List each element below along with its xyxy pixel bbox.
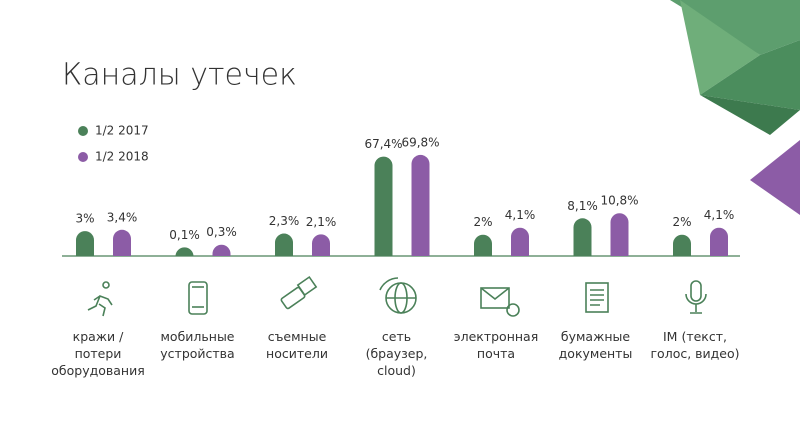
bar [474, 234, 492, 256]
legend-label: 1/2 2018 [95, 150, 149, 164]
category-label: мобильные устройства [160, 329, 235, 361]
value-label: 2,3% [269, 214, 300, 228]
value-label: 2% [473, 215, 492, 229]
value-label: 4,1% [704, 208, 735, 222]
bar [76, 231, 94, 256]
category-label: съемные носители [266, 329, 328, 361]
value-label: 3,4% [107, 210, 138, 224]
value-label: 69,8% [401, 135, 439, 149]
value-label: 8,1% [567, 199, 598, 213]
legend-label: 1/2 2017 [95, 124, 149, 138]
category-label: кражи / потери оборудования [51, 329, 145, 378]
value-label: 10,8% [600, 194, 638, 208]
category-label: бумажные документы [558, 329, 633, 361]
bar [673, 234, 691, 256]
icons [87, 275, 707, 317]
value-label: 4,1% [505, 208, 536, 222]
category-label: IM (текст, голос, видео) [650, 329, 740, 361]
category-label: электронная почта [453, 329, 539, 361]
legend-marker [78, 126, 88, 136]
category-label: сеть (браузер, cloud) [365, 329, 428, 378]
bar [312, 234, 330, 256]
bar [175, 247, 194, 257]
bar [610, 213, 629, 256]
bar [212, 244, 231, 256]
value-label: 2,1% [306, 215, 337, 229]
bar [710, 227, 728, 256]
legend-marker [78, 152, 88, 162]
value-label: 0,3% [206, 225, 237, 239]
bar [573, 218, 592, 256]
decoration [670, 0, 800, 215]
value-label: 0,1% [169, 228, 200, 242]
bar [411, 154, 430, 256]
bar [511, 227, 529, 256]
bar [113, 229, 131, 256]
chart-title: Каналы утечек [62, 58, 297, 93]
bar [275, 233, 293, 256]
value-label: 3% [75, 212, 94, 226]
value-label: 67,4% [364, 137, 402, 151]
bar [374, 156, 393, 256]
value-label: 2% [672, 215, 691, 229]
